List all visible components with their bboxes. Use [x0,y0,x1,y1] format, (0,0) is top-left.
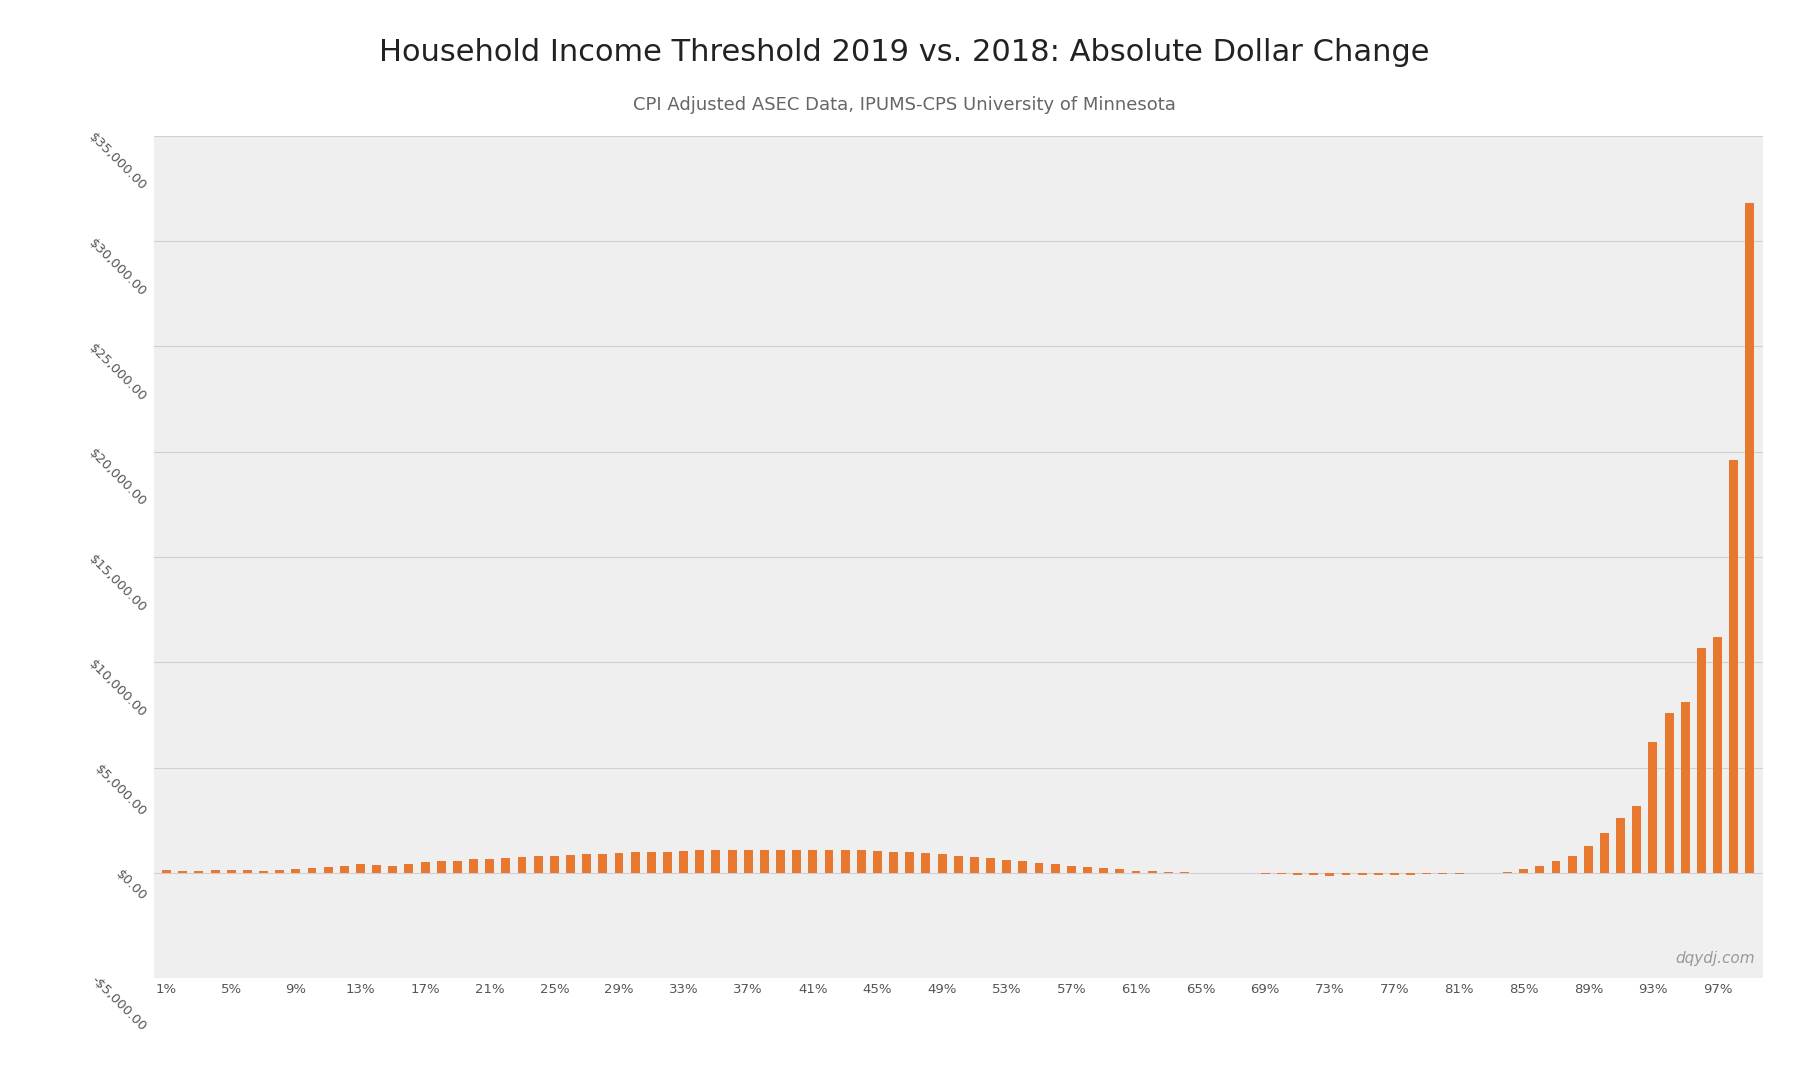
Bar [291,870,300,873]
Bar [1308,873,1317,875]
Text: CPI Adjusted ASEC Data, IPUMS-CPS University of Minnesota: CPI Adjusted ASEC Data, IPUMS-CPS Univer… [632,96,1175,114]
Bar [1115,870,1124,873]
Bar [808,850,817,873]
Bar [1390,873,1399,875]
Bar [1099,869,1108,873]
Bar [969,857,978,873]
Bar [501,858,510,873]
Bar [857,850,866,873]
Bar [889,851,898,873]
Bar [759,850,768,873]
Bar [1550,861,1559,873]
Bar [1406,873,1415,875]
Text: Household Income Threshold 2019 vs. 2018: Absolute Dollar Change: Household Income Threshold 2019 vs. 2018… [378,38,1429,67]
Bar [1727,460,1737,873]
Bar [873,851,882,873]
Bar [372,865,381,873]
Bar [1744,203,1753,873]
Bar [922,853,931,873]
Bar [679,851,688,873]
Bar [1292,873,1301,875]
Bar [405,863,414,873]
Bar [323,867,332,873]
Bar [356,864,365,873]
Bar [1518,870,1527,873]
Bar [1599,833,1608,873]
Bar [468,860,477,873]
Bar [1681,702,1690,873]
Bar [389,865,398,873]
Bar [437,861,446,873]
Bar [1615,819,1624,873]
Bar [1341,873,1350,875]
Bar [598,853,607,873]
Bar [775,850,784,873]
Bar [905,852,914,873]
Bar [1034,863,1043,873]
Bar [1583,846,1592,873]
Bar [647,852,656,873]
Bar [307,867,316,873]
Bar [582,854,591,873]
Bar [340,865,349,873]
Bar [1066,865,1075,873]
Bar [1422,873,1431,874]
Bar [533,857,542,873]
Bar [1357,873,1366,875]
Bar [1017,861,1026,873]
Bar [258,871,267,873]
Bar [1325,873,1334,875]
Bar [226,870,235,873]
Bar [1632,805,1641,873]
Bar [1373,873,1382,875]
Bar [275,870,284,873]
Bar [985,859,994,873]
Bar [726,850,735,873]
Bar [549,855,558,873]
Bar [1664,713,1673,873]
Bar [614,853,623,873]
Bar [566,854,575,873]
Bar [1713,637,1720,873]
Bar [421,862,430,873]
Bar [954,855,961,873]
Bar [1050,864,1059,873]
Bar [791,850,801,873]
Bar [454,861,461,873]
Bar [242,871,251,873]
Bar [663,851,672,873]
Bar [179,872,188,873]
Bar [840,850,849,873]
Bar [1164,872,1173,873]
Bar [938,854,947,873]
Bar [1567,857,1576,873]
Bar [210,871,219,873]
Bar [195,871,202,873]
Bar [824,850,833,873]
Text: dqydj.com: dqydj.com [1675,951,1755,965]
Bar [1001,860,1010,873]
Bar [163,871,172,873]
Bar [1147,872,1156,873]
Bar [712,850,719,873]
Bar [1534,865,1543,873]
Bar [743,850,752,873]
Bar [1648,742,1657,873]
Bar [517,857,526,873]
Bar [484,859,493,873]
Bar [631,852,640,873]
Bar [1697,648,1706,873]
Bar [1082,867,1091,873]
Bar [1131,871,1140,873]
Bar [696,850,703,873]
